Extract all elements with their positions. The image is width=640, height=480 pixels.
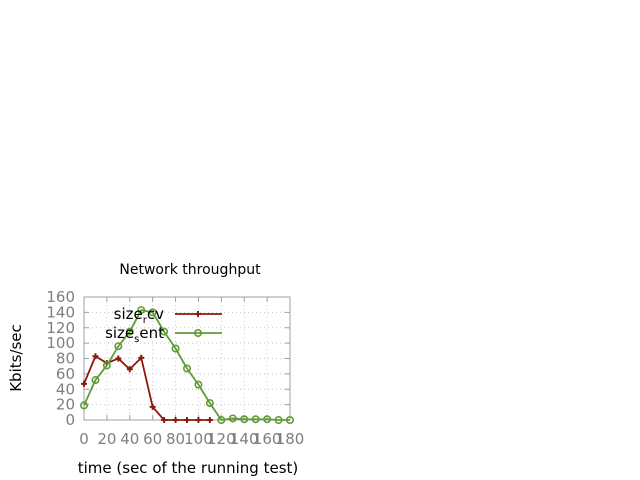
data-point-sizercv — [206, 417, 213, 423]
data-point-sizercv — [149, 403, 156, 410]
x-tick-label: 60 — [143, 430, 162, 448]
data-point-sizercv — [126, 366, 133, 373]
data-point-sizesent — [102, 361, 111, 370]
legend-marker-sizercv — [195, 311, 201, 317]
series-line-sizesent — [83, 309, 290, 421]
y-tick-label: 20 — [56, 396, 75, 414]
data-point-sizercv — [138, 354, 145, 361]
series-line-sizercv — [83, 354, 210, 421]
data-point-sizesent — [263, 415, 272, 424]
data-point-sizercv — [115, 355, 122, 362]
data-point-sizesent — [217, 415, 226, 424]
data-point-sizesent — [137, 306, 146, 315]
x-tick-label: 120 — [207, 430, 236, 448]
legend-label-sizesent: sizesent — [105, 324, 164, 345]
x-tick-label: 20 — [97, 430, 116, 448]
y-tick-label: 0 — [65, 411, 75, 429]
data-point-sizercv — [172, 417, 179, 423]
data-point-sizercv — [195, 417, 202, 423]
x-tick-label: 40 — [120, 430, 139, 448]
x-tick-label: 180 — [276, 430, 305, 448]
data-point-sizesent — [114, 342, 123, 351]
y-tick-label: 100 — [46, 334, 75, 352]
y-tick-label: 120 — [46, 319, 75, 337]
x-axis-label: time (sec of the running test) — [78, 459, 299, 477]
plot-area: 0 20 40 60 80 1001201401601800204060801001201… — [46, 288, 304, 448]
x-tick-label: 160 — [253, 430, 282, 448]
y-axis-label: Kbits/sec — [7, 324, 25, 392]
data-point-sizesent — [171, 344, 180, 353]
x-tick-label: 0 — [79, 430, 89, 448]
data-point-sizesent — [148, 308, 157, 317]
x-tick-label: 140 — [230, 430, 259, 448]
data-point-sizesent — [205, 399, 214, 408]
data-point-sizesent — [125, 327, 134, 336]
x-tick-label: 100 — [184, 430, 213, 448]
data-point-sizesent — [80, 401, 89, 410]
y-tick-label: 160 — [46, 288, 75, 306]
data-point-sizesent — [251, 415, 260, 424]
data-point-sizesent — [160, 327, 169, 336]
data-point-sizesent — [91, 376, 100, 385]
data-point-sizercv — [92, 353, 99, 360]
y-tick-label: 140 — [46, 303, 75, 321]
data-point-sizercv — [81, 380, 87, 387]
data-point-sizesent — [285, 415, 294, 424]
x-tick-label: 80 — [166, 430, 185, 448]
legend-label-sizercv: sizercv — [114, 305, 164, 326]
data-point-sizesent — [183, 364, 192, 373]
data-point-sizercv — [184, 417, 190, 423]
data-point-sizercv — [161, 417, 168, 423]
data-point-sizesent — [228, 414, 237, 423]
data-point-sizesent — [274, 415, 283, 424]
y-tick-label: 40 — [56, 380, 75, 398]
y-tick-label: 60 — [56, 365, 75, 383]
data-point-sizesent — [194, 380, 203, 389]
data-point-sizesent — [240, 415, 249, 424]
legend-marker-sizesent — [194, 328, 203, 337]
y-tick-label: 80 — [56, 350, 75, 368]
chart-title: Network throughput — [119, 262, 261, 278]
